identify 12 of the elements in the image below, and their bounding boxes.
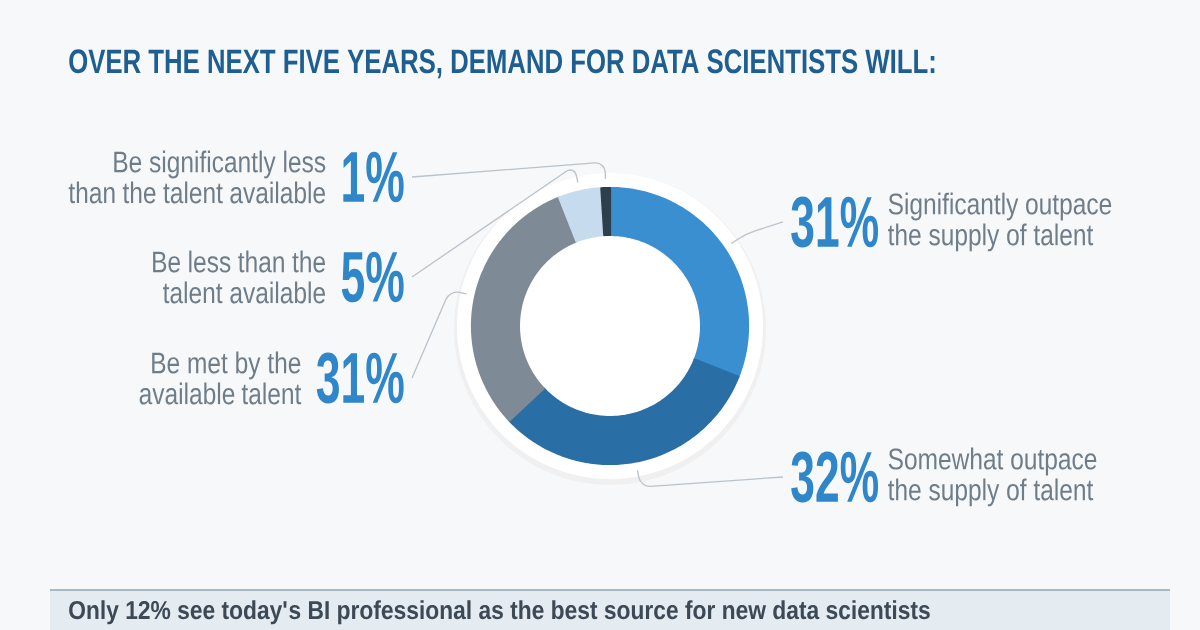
slice-label: Be significantly less than the talent available xyxy=(68,150,326,204)
data-label: 5% xyxy=(341,251,404,303)
data-label: 31% xyxy=(316,352,404,404)
slice-label: Significantly outpace the supply of talent xyxy=(887,192,1112,252)
data-label: 1% xyxy=(343,151,404,203)
slice-label: Somewhat outpace the supply of talent xyxy=(887,447,1097,507)
text: Only 12% see today's BI professional as the best source for new data scientists xyxy=(69,600,930,625)
chart-title: OVER THE NEXT FIVE YEARS, DEMAND FOR DATA SCIENTISTS WILL: xyxy=(69,49,935,79)
slice-label: Be less than the talent available xyxy=(153,250,325,304)
data-label: 32% xyxy=(791,451,879,503)
slice-label: Be met by the available talent xyxy=(139,351,302,405)
data-label: 31% xyxy=(791,196,879,248)
